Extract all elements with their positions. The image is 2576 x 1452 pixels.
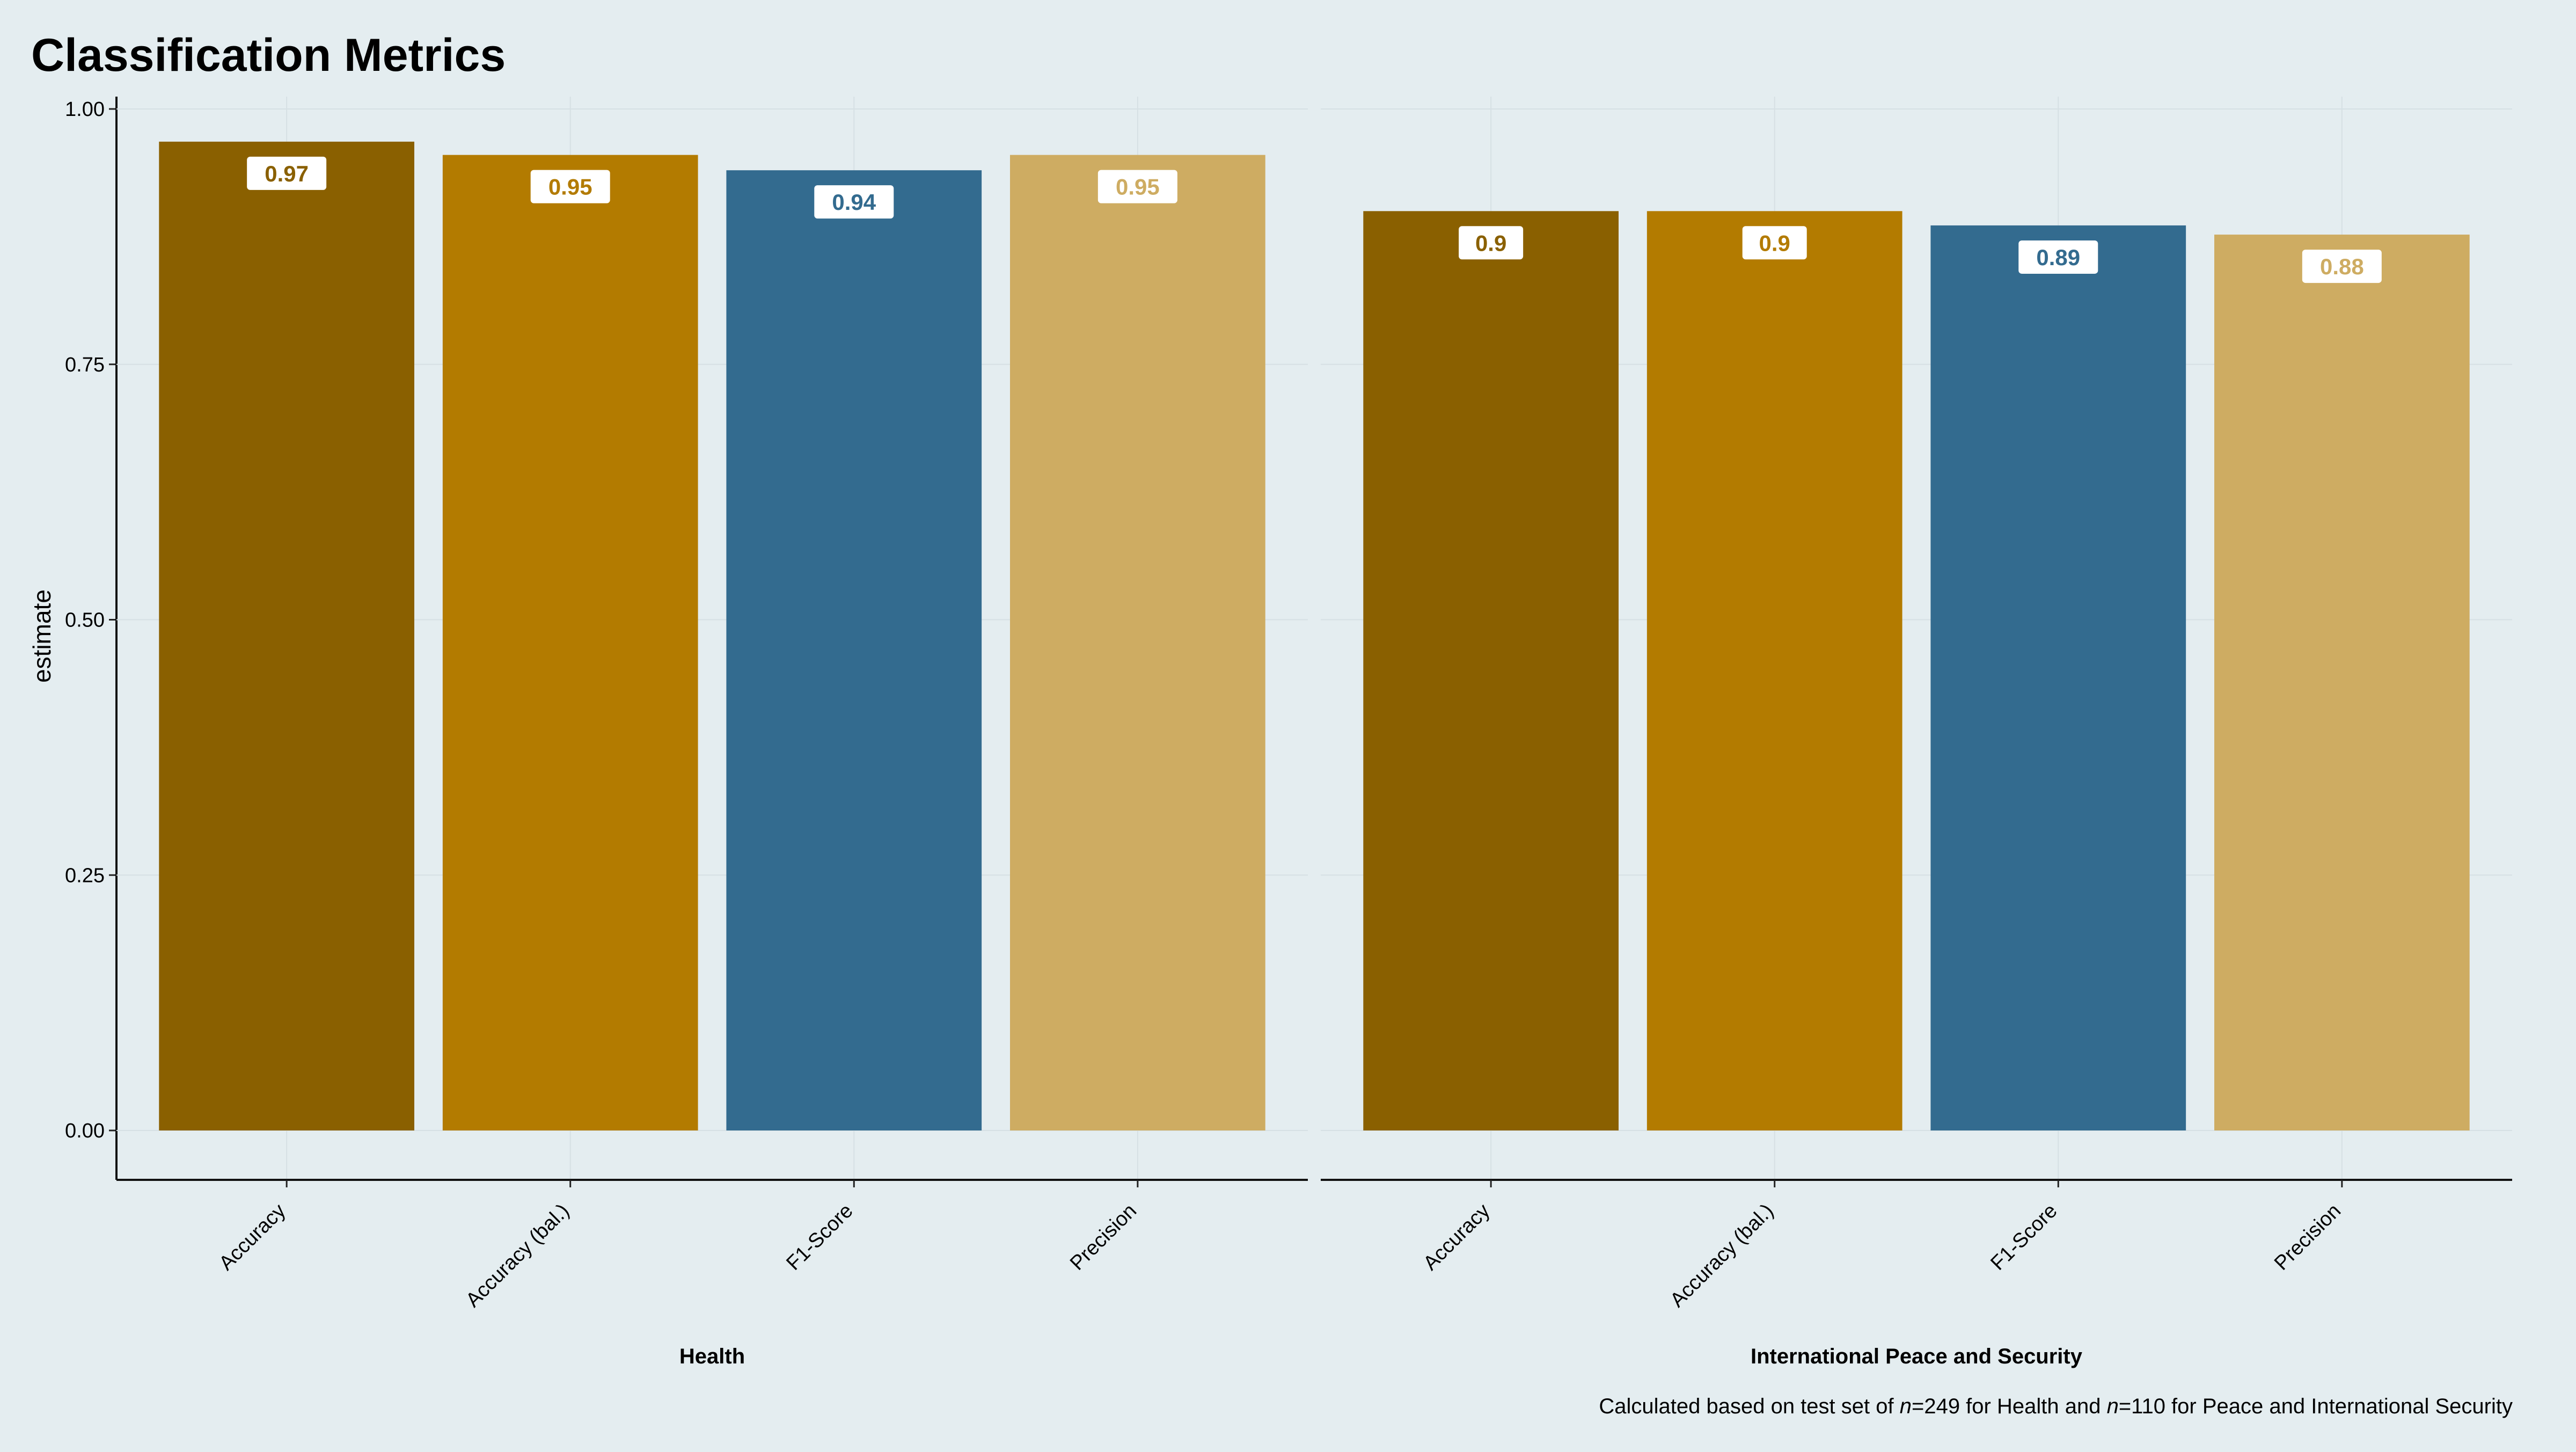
data-label: 0.97 bbox=[265, 161, 309, 186]
caption-prefix: Calculated based on test set of bbox=[1599, 1395, 1899, 1418]
bar bbox=[2214, 235, 2470, 1131]
data-label: 0.95 bbox=[548, 174, 592, 200]
bar bbox=[1010, 155, 1265, 1130]
facet-label: International Peace and Security bbox=[1751, 1345, 2083, 1368]
bar bbox=[1930, 225, 2186, 1130]
bar bbox=[726, 170, 982, 1131]
panel-international-peace-and-security: 0.9 0.9 0.89 0.88 Accuracy Accuracy (bal.) F1-… bbox=[1321, 97, 2512, 1368]
bar bbox=[159, 141, 414, 1130]
data-label-background bbox=[2018, 240, 2098, 274]
chart-title: Classification Metrics bbox=[31, 30, 506, 81]
y-tick-label: 0.75 bbox=[65, 354, 105, 376]
bar bbox=[1363, 211, 1619, 1130]
data-label: 0.88 bbox=[2320, 254, 2364, 279]
data-label: 0.95 bbox=[1116, 174, 1160, 200]
y-tick-label: 0.50 bbox=[65, 609, 105, 632]
bar bbox=[1646, 211, 1902, 1130]
data-label: 0.9 bbox=[1759, 230, 1790, 256]
caption-n2-var: n bbox=[2107, 1395, 2119, 1418]
x-tick-label: Precision bbox=[2270, 1200, 2345, 1275]
data-label: 0.94 bbox=[832, 189, 876, 215]
caption-n2-rest: =110 for Peace and International Securit… bbox=[2119, 1395, 2513, 1418]
facet-label: Health bbox=[679, 1345, 745, 1368]
x-tick-label: Accuracy bbox=[215, 1200, 290, 1275]
x-tick-label: F1-Score bbox=[782, 1200, 857, 1275]
data-label-background bbox=[1459, 226, 1524, 260]
x-tick-label: F1-Score bbox=[1986, 1200, 2061, 1275]
data-label-background bbox=[247, 156, 327, 190]
y-tick-label: 0.00 bbox=[65, 1120, 105, 1142]
data-label-background bbox=[1097, 170, 1177, 203]
data-label-background bbox=[530, 170, 610, 203]
y-tick-label: 1.00 bbox=[65, 98, 105, 121]
chart-panels: 0.00 0.25 0.50 0.75 1.00 0.97 0.95 0.94 0.95 Accu… bbox=[65, 97, 2512, 1368]
x-tick-label: Precision bbox=[1066, 1200, 1141, 1275]
caption-n1-rest: =249 for Health and bbox=[1912, 1395, 2107, 1418]
x-tick-label: Accuracy (bal.) bbox=[462, 1200, 574, 1312]
x-tick-label: Accuracy (bal.) bbox=[1666, 1200, 1778, 1312]
data-label-background bbox=[2302, 250, 2382, 283]
caption-n1-var: n bbox=[1900, 1395, 1912, 1418]
data-label: 0.89 bbox=[2036, 245, 2080, 270]
panel-health: 0.97 0.95 0.94 0.95 Accuracy Accuracy (bal.) F… bbox=[116, 97, 1308, 1368]
data-label: 0.9 bbox=[1475, 230, 1506, 256]
bar bbox=[442, 155, 698, 1130]
y-tick-label: 0.25 bbox=[65, 864, 105, 887]
x-tick-label: Accuracy bbox=[1419, 1200, 1494, 1275]
chart-caption: Calculated based on test set of n=249 fo… bbox=[1599, 1395, 2513, 1418]
data-label-background bbox=[814, 185, 894, 219]
data-label-background bbox=[1742, 226, 1807, 260]
y-axis-label: estimate bbox=[28, 589, 56, 683]
